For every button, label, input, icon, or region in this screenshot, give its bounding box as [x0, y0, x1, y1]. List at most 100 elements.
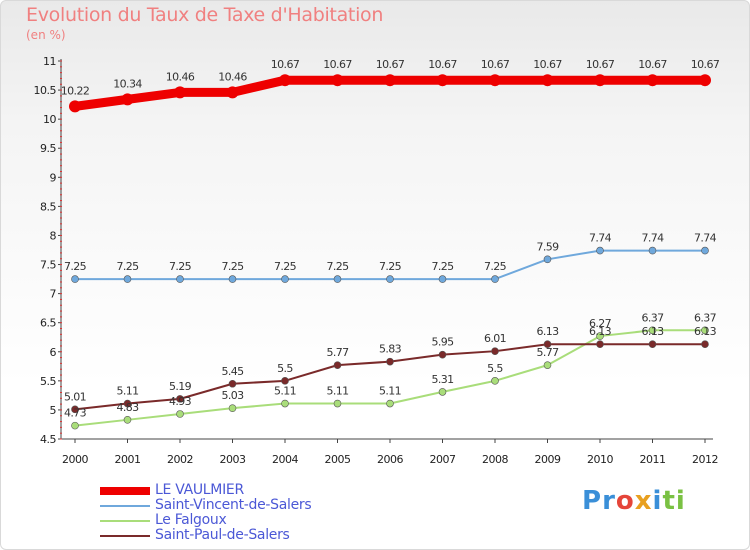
data-label: 6.13: [589, 325, 612, 338]
data-label: 5.95: [431, 336, 454, 349]
data-point: [543, 340, 552, 349]
y-tick-label: 10: [43, 113, 56, 126]
y-axis-unit: (en %): [26, 28, 66, 42]
y-tick-label: 8.5: [40, 200, 56, 213]
data-label: 5.11: [274, 385, 296, 398]
data-point: [596, 246, 604, 255]
data-label: 10.67: [481, 58, 510, 71]
data-label: 6.37: [694, 311, 717, 324]
data-point: [121, 93, 134, 106]
x-tick-label: 2003: [220, 453, 246, 466]
logo-letter: o: [615, 486, 635, 516]
data-label: 6.01: [484, 332, 506, 345]
data-label: 10.67: [586, 58, 615, 71]
data-point: [279, 74, 291, 87]
legend-item-le-vaulmier[interactable]: LE VAULMIER: [100, 482, 360, 498]
x-tick-label: 2001: [115, 453, 141, 466]
data-point: [543, 361, 552, 369]
data-point: [281, 399, 289, 408]
data-point: [71, 405, 79, 414]
data-point: [123, 416, 132, 424]
data-point: [701, 340, 709, 349]
logo-letter: t: [662, 486, 676, 516]
data-point: [331, 74, 344, 87]
data-point: [228, 275, 237, 283]
data-label: 10.46: [166, 70, 195, 83]
logo-letter: P: [582, 486, 603, 516]
data-label: 6.13: [536, 325, 559, 338]
legend-item-le-falgoux[interactable]: Le Falgoux: [100, 512, 360, 528]
legend-item-saint-vincent-de-salers[interactable]: Saint-Vincent-de-Salers: [100, 497, 360, 513]
data-point: [701, 246, 709, 255]
y-tick-label: 8: [50, 229, 57, 242]
data-label: 7.25: [169, 260, 192, 273]
logo-letter: r: [602, 486, 616, 516]
data-point: [281, 377, 289, 385]
y-tick-label: 10.5: [34, 84, 57, 97]
y-tick-label: 11: [43, 55, 56, 68]
data-label: 5.77: [536, 346, 559, 359]
data-label: 4.73: [64, 407, 87, 420]
x-tick-label: 2000: [62, 453, 88, 466]
x-tick-label: 2002: [167, 453, 193, 466]
data-point: [384, 74, 396, 87]
legend-swatch-le-falgoux: [100, 520, 150, 522]
data-label: 7.25: [379, 260, 402, 273]
data-label: 5.31: [431, 373, 453, 386]
data-label: 10.67: [691, 58, 720, 71]
y-tick-label: 9: [50, 171, 57, 184]
data-label: 10.67: [376, 58, 405, 71]
data-point: [648, 246, 657, 255]
legend: LE VAULMIER Saint-Vincent-de-Salers Le F…: [100, 482, 360, 543]
data-label: 4.93: [169, 395, 192, 408]
data-point: [386, 357, 394, 366]
data-point: [648, 340, 657, 349]
data-label: 7.74: [589, 232, 612, 245]
data-point: [71, 421, 79, 430]
legend-swatch-saint-vincent-de-salers: [100, 505, 150, 507]
data-point: [491, 377, 499, 385]
legend-item-saint-paul-de-salers[interactable]: Saint-Paul-de-Salers: [100, 527, 360, 543]
data-label: 10.46: [218, 70, 247, 83]
chart-title: Evolution du Taux de Taxe d'Habitation: [26, 4, 384, 26]
y-tick-label: 5.5: [40, 375, 56, 388]
data-label: 10.67: [638, 58, 667, 71]
data-point: [228, 379, 237, 388]
data-label: 6.13: [694, 325, 717, 338]
data-point: [123, 275, 132, 283]
y-tick-label: 7.5: [40, 259, 56, 272]
data-label: 10.67: [533, 58, 562, 71]
data-point: [333, 275, 342, 283]
data-point: [386, 275, 394, 283]
data-label: 10.67: [428, 58, 457, 71]
data-label: 10.22: [61, 84, 90, 97]
data-label: 6.27: [589, 317, 612, 330]
legend-label: Saint-Vincent-de-Salers: [155, 497, 312, 513]
data-label: 7.25: [116, 260, 139, 273]
x-tick-label: 2012: [692, 453, 718, 466]
data-point: [438, 350, 447, 359]
y-tick-label: 6.5: [40, 317, 56, 330]
data-point: [69, 100, 81, 113]
data-label: 7.25: [431, 260, 454, 273]
logo-letter: i: [675, 486, 686, 516]
data-label: 10.67: [323, 58, 352, 71]
x-tick-label: 2004: [272, 453, 298, 466]
y-tick-label: 9.5: [40, 142, 56, 155]
data-label: 7.25: [64, 260, 87, 273]
data-point: [174, 86, 186, 99]
logo-letter: i: [652, 486, 663, 516]
legend-swatch-le-vaulmier: [100, 487, 150, 495]
data-point: [123, 399, 132, 408]
data-point: [226, 86, 239, 99]
data-point: [228, 404, 237, 412]
data-label: 5.11: [326, 385, 348, 398]
logo-letter: x: [634, 486, 653, 516]
data-label: 7.25: [484, 260, 507, 273]
data-label: 5.77: [326, 346, 349, 359]
data-point: [596, 340, 604, 349]
data-label: 5.03: [221, 389, 244, 402]
y-tick-label: 4.5: [40, 433, 56, 446]
data-label: 5.83: [379, 343, 402, 356]
